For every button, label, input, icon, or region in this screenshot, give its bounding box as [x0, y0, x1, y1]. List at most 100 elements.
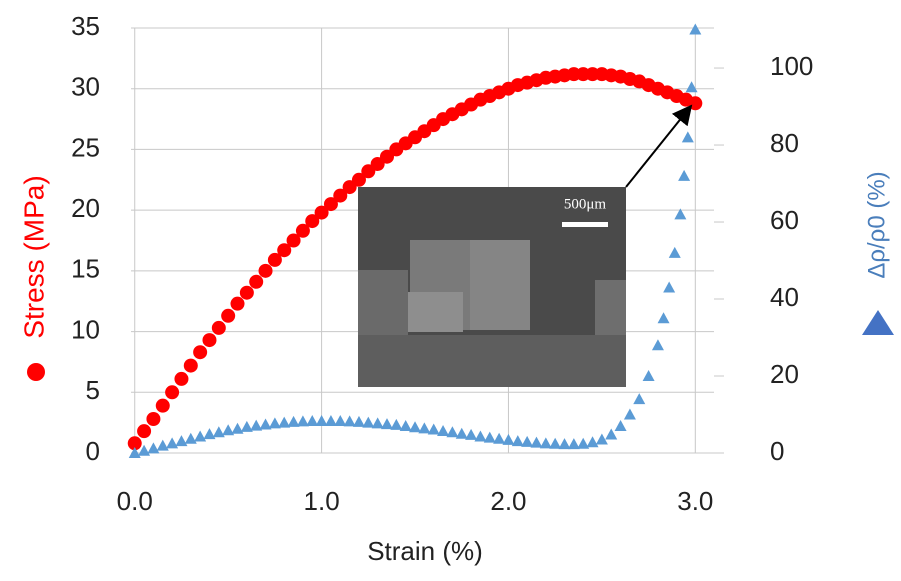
data-point	[399, 420, 412, 432]
data-point	[323, 197, 338, 212]
x-tick-label: 0.0	[117, 486, 153, 516]
y2-tick-label: 20	[770, 359, 799, 389]
data-point	[362, 416, 375, 428]
data-point	[351, 172, 366, 187]
data-point	[668, 246, 681, 258]
data-point	[147, 442, 160, 454]
data-point	[165, 385, 180, 400]
data-point	[427, 423, 440, 435]
data-point	[651, 339, 664, 351]
data-point	[184, 432, 197, 444]
data-point	[595, 433, 608, 445]
data-point	[530, 436, 543, 448]
data-point	[315, 415, 328, 427]
data-point	[657, 312, 670, 324]
data-point	[137, 424, 152, 439]
data-point	[493, 432, 506, 444]
data-point	[212, 426, 225, 438]
data-point	[240, 420, 253, 432]
data-point	[343, 415, 356, 427]
data-point	[549, 437, 562, 449]
y2-axis-title-group: Δρ/ρ0 (%)	[863, 171, 890, 278]
data-point	[333, 188, 348, 203]
data-point	[193, 345, 208, 360]
scale-label: 500μm	[564, 196, 607, 212]
y2-tick-label: 60	[770, 205, 799, 235]
data-point	[296, 415, 309, 427]
data-point	[324, 415, 337, 427]
y-tick-label: 10	[71, 314, 100, 344]
y2-tick-label: 100	[770, 51, 813, 81]
data-point	[586, 436, 599, 448]
data-point	[203, 428, 216, 440]
y2-tick-label: 40	[770, 282, 799, 312]
data-point	[605, 428, 618, 440]
data-point	[127, 436, 142, 451]
data-point	[277, 243, 292, 258]
y-tick-label: 0	[86, 436, 100, 466]
data-point	[211, 320, 226, 335]
data-point	[138, 444, 151, 456]
data-point	[502, 433, 515, 445]
x-tick-label: 1.0	[304, 486, 340, 516]
data-point	[521, 435, 534, 447]
data-point	[221, 308, 236, 323]
data-point	[306, 415, 319, 427]
data-point	[314, 205, 329, 220]
data-point	[455, 427, 468, 439]
data-point	[249, 274, 264, 289]
data-point	[230, 296, 245, 311]
data-point	[194, 430, 207, 442]
data-point	[446, 426, 459, 438]
y-tick-label: 30	[71, 72, 100, 102]
data-point	[614, 420, 627, 432]
data-point	[371, 417, 384, 429]
y-axis-title-group: Stress (MPa)	[18, 175, 49, 381]
data-point	[268, 417, 281, 429]
data-point	[539, 437, 552, 449]
data-point	[286, 233, 301, 248]
data-point	[642, 370, 655, 382]
data-point	[474, 430, 487, 442]
y-tick-label: 15	[71, 254, 100, 284]
data-point	[633, 393, 646, 405]
data-point	[409, 421, 422, 433]
y-axis-title: Stress (MPa)	[18, 175, 49, 338]
data-point	[663, 281, 676, 293]
y-tick-label: 20	[71, 193, 100, 223]
data-point	[558, 438, 571, 450]
x-tick-label: 2.0	[490, 486, 526, 516]
data-point	[511, 435, 524, 447]
x-axis-title: Strain (%)	[367, 536, 483, 566]
data-point	[577, 437, 590, 449]
data-point	[231, 422, 244, 434]
data-point	[352, 415, 365, 427]
data-point	[390, 418, 403, 430]
data-point	[437, 425, 450, 437]
data-point	[287, 415, 300, 427]
data-point	[295, 223, 310, 238]
data-point	[174, 371, 189, 386]
data-point	[250, 419, 263, 431]
y2-tick-label: 80	[770, 128, 799, 158]
data-point	[267, 252, 282, 267]
data-point	[258, 263, 273, 278]
inset: 500μm	[358, 104, 693, 387]
y2-axis-title: Δρ/ρ0 (%)	[863, 171, 890, 278]
y2-tick-label: 0	[770, 436, 784, 466]
y-tick-label: 25	[71, 132, 100, 162]
data-point	[155, 398, 170, 413]
data-point	[156, 439, 169, 451]
data-point	[259, 418, 272, 430]
data-point	[678, 169, 691, 181]
data-point	[623, 408, 636, 420]
data-point	[685, 81, 698, 93]
data-point	[305, 214, 320, 229]
data-point	[278, 416, 291, 428]
data-point	[380, 418, 393, 430]
data-point	[567, 438, 580, 450]
data-point	[175, 435, 188, 447]
data-point	[183, 358, 198, 373]
data-point	[239, 285, 254, 300]
data-point	[146, 412, 161, 426]
